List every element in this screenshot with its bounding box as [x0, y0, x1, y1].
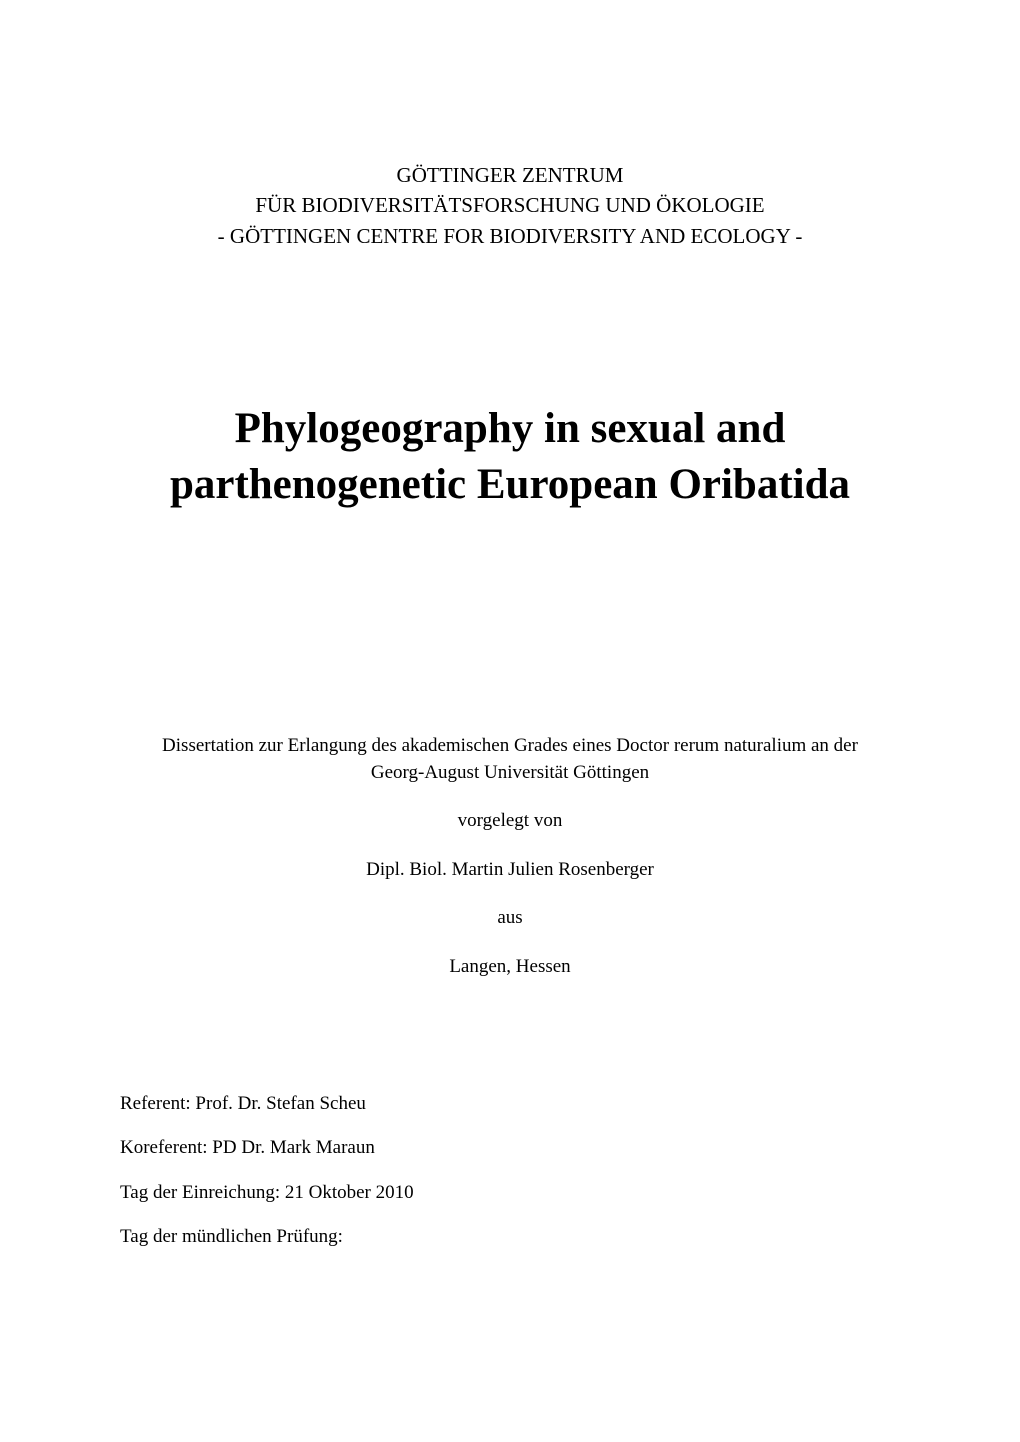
koreferent-line: Koreferent: PD Dr. Mark Maraun [120, 1135, 900, 1162]
title-line-2: parthenogenetic European Oribatida [120, 457, 900, 513]
institution-line-3: - GÖTTINGEN CENTRE FOR BIODIVERSITY AND … [120, 221, 900, 251]
submitted-by-label: vorgelegt von [120, 808, 900, 835]
oral-exam-line: Tag der mündlichen Prüfung: [120, 1224, 900, 1251]
author-name: Dipl. Biol. Martin Julien Rosenberger [120, 857, 900, 884]
institution-header: GÖTTINGER ZENTRUM FÜR BIODIVERSITÄTSFORS… [120, 160, 900, 251]
dissertation-purpose-line-1: Dissertation zur Erlangung des akademisc… [120, 733, 900, 760]
dissertation-title: Phylogeography in sexual and parthenogen… [120, 401, 900, 513]
referent-line: Referent: Prof. Dr. Stefan Scheu [120, 1091, 900, 1118]
committee-info: Referent: Prof. Dr. Stefan Scheu Korefer… [120, 1091, 900, 1251]
institution-line-1: GÖTTINGER ZENTRUM [120, 160, 900, 190]
author-location: Langen, Hessen [120, 954, 900, 981]
institution-line-2: FÜR BIODIVERSITÄTSFORSCHUNG UND ÖKOLOGIE [120, 190, 900, 220]
title-line-1: Phylogeography in sexual and [120, 401, 900, 457]
from-label: aus [120, 905, 900, 932]
dissertation-purpose-line-2: Georg-August Universität Göttingen [120, 760, 900, 787]
dissertation-description: Dissertation zur Erlangung des akademisc… [120, 733, 900, 981]
submission-date-line: Tag der Einreichung: 21 Oktober 2010 [120, 1180, 900, 1207]
